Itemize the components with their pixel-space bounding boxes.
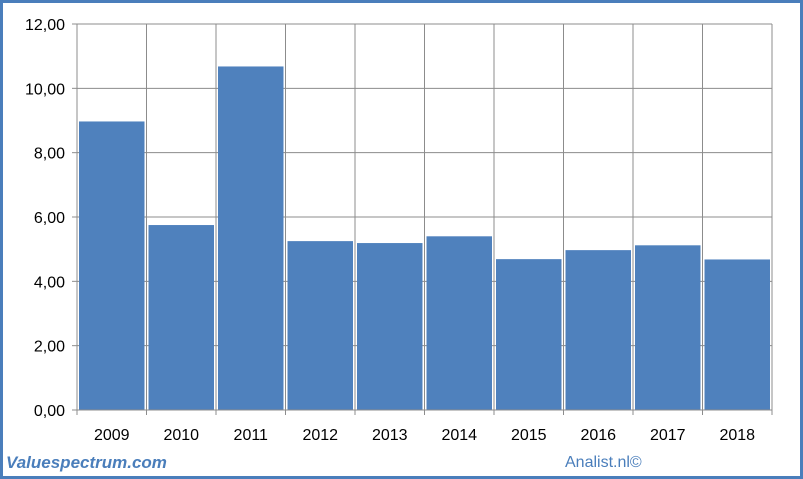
x-tick-label: 2013	[372, 427, 408, 444]
x-tick-labels: 2009 2010 2011 2012 2013 2014 2015 2016 2017 2018	[94, 427, 755, 444]
x-tick-label: 2011	[234, 427, 269, 444]
y-tick-label: 0,00	[34, 403, 65, 420]
bar-2009	[79, 121, 145, 410]
credit-label: Analist.nl©	[565, 454, 642, 471]
bar-2017	[635, 245, 701, 410]
x-tick-label: 2014	[441, 427, 477, 444]
x-tick-label: 2016	[580, 427, 616, 444]
y-tick-label: 4,00	[34, 274, 65, 291]
bar-2012	[287, 241, 353, 410]
x-tick-label: 2015	[511, 427, 547, 444]
x-tick-label: 2012	[302, 427, 338, 444]
x-tick-label: 2010	[163, 427, 199, 444]
axes	[72, 23, 773, 415]
x-tick-label: 2009	[94, 427, 130, 444]
y-tick-labels: 0,00 2,00 4,00 6,00 8,00 10,00 12,00	[25, 17, 65, 420]
y-tick-label: 10,00	[25, 81, 65, 98]
bar-2015	[496, 259, 562, 410]
y-tick-label: 6,00	[34, 210, 65, 227]
bar-2016	[565, 250, 631, 410]
y-tick-label: 8,00	[34, 146, 65, 163]
bar-2013	[357, 243, 423, 410]
source-label: Valuespectrum.com	[6, 453, 167, 472]
y-tick-label: 12,00	[25, 17, 65, 34]
bar-2010	[148, 225, 214, 410]
y-tick-label: 2,00	[34, 339, 65, 356]
x-tick-label: 2017	[650, 427, 686, 444]
x-tick-label: 2018	[719, 427, 755, 444]
bar-2014	[426, 236, 492, 410]
bar-2011	[218, 66, 284, 411]
bar-2018	[704, 259, 770, 410]
bars	[79, 66, 770, 411]
